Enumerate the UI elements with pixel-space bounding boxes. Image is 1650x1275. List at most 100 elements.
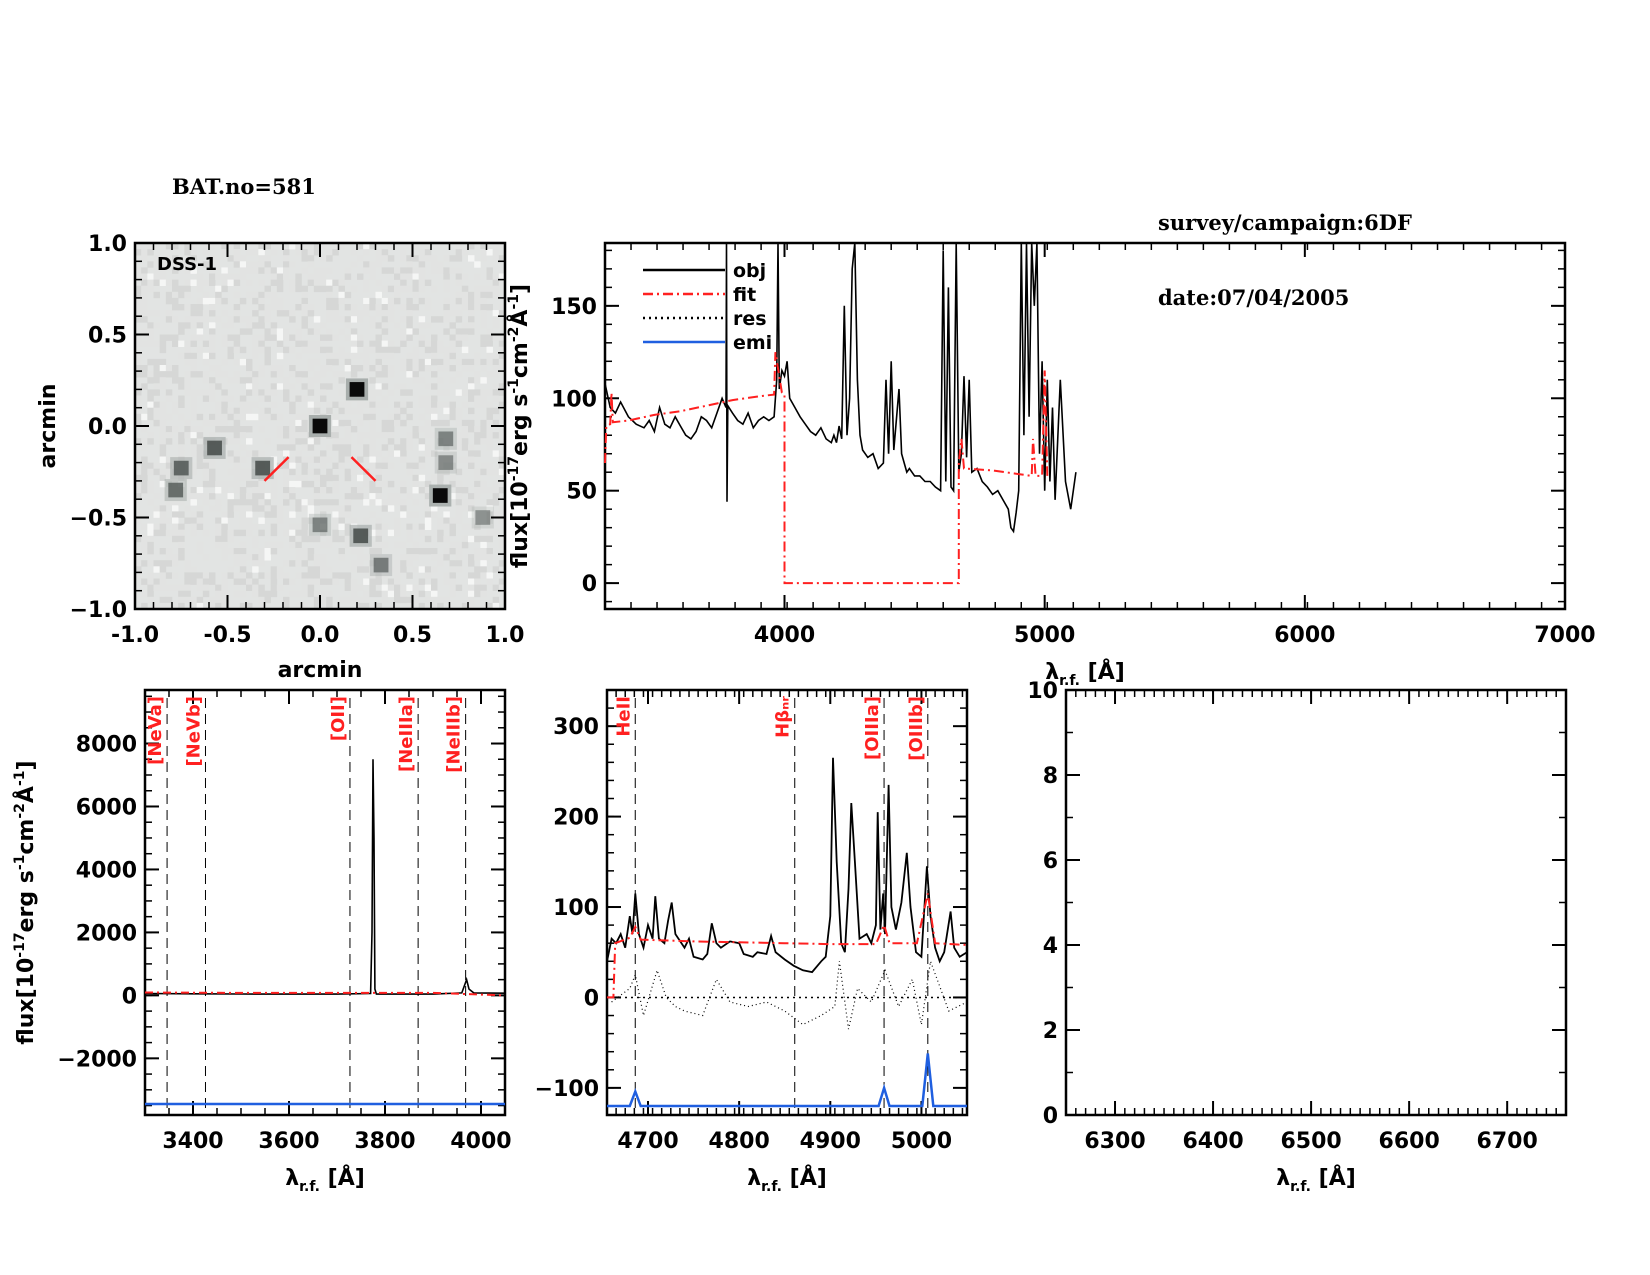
image-pixel: [492, 352, 500, 360]
image-pixel: [270, 590, 278, 598]
image-pixel: [147, 572, 154, 579]
image-pixel: [221, 285, 228, 293]
image-pixel: [486, 444, 493, 451]
image-pixel: [283, 249, 290, 256]
image-pixel: [326, 456, 333, 463]
image-pixel: [418, 456, 426, 463]
observation-info: survey/campaign:6DF date:07/04/2005: [1158, 160, 1412, 335]
image-pixel: [344, 426, 352, 433]
image-pixel: [289, 480, 296, 488]
image-pixel: [172, 401, 179, 408]
image-pixel: [357, 340, 364, 347]
image-pixel: [233, 578, 241, 585]
image-pixel: [480, 487, 487, 494]
image-pixel: [449, 493, 456, 500]
image-pixel: [190, 523, 197, 530]
image-pixel: [431, 316, 438, 323]
image-pixel: [369, 413, 376, 421]
image-pixel: [449, 450, 456, 457]
image-pixel: [283, 395, 290, 402]
image-pixel: [147, 487, 154, 494]
image-pixel: [424, 572, 432, 579]
y-tick-label: 4000: [76, 858, 137, 883]
image-pixel: [418, 267, 426, 274]
image-pixel: [394, 566, 401, 573]
image-pixel: [369, 426, 376, 433]
image-pixel: [264, 511, 271, 518]
image-pixel: [196, 279, 204, 286]
image-pixel: [332, 505, 339, 512]
image-pixel: [443, 535, 450, 543]
image-pixel: [474, 395, 481, 402]
image-pixel: [344, 541, 352, 549]
image-pixel: [338, 554, 345, 561]
image-pixel: [283, 432, 290, 439]
legend-label-emi: emi: [733, 332, 772, 354]
image-pixel: [474, 487, 481, 494]
image-pixel: [424, 365, 432, 372]
image-pixel: [437, 316, 444, 323]
image-pixel: [264, 328, 271, 335]
image-pixel: [338, 523, 345, 530]
image-pixel: [209, 572, 216, 579]
image-pixel: [480, 566, 487, 573]
image-pixel: [215, 517, 222, 524]
image-pixel: [172, 371, 179, 378]
image-pixel: [437, 535, 444, 543]
image-pixel: [295, 554, 302, 561]
image-pixel: [289, 529, 296, 537]
image-pixel: [461, 401, 469, 408]
image-pixel: [431, 450, 438, 457]
image-pixel: [449, 352, 456, 360]
image-pixel: [320, 322, 327, 329]
image-pixel: [344, 584, 352, 591]
image-pixel: [332, 438, 339, 445]
image-pixel: [474, 352, 481, 360]
image-pixel: [202, 456, 210, 463]
image-pixel: [431, 602, 438, 610]
image-pixel: [283, 572, 290, 579]
image-pixel: [338, 297, 345, 305]
image-pixel: [406, 334, 413, 341]
image-pixel: [215, 407, 222, 415]
image-pixel: [400, 279, 407, 286]
image-pixel: [159, 419, 167, 427]
image-pixel: [233, 249, 241, 256]
image-pixel: [190, 310, 197, 317]
image-pixel: [424, 419, 432, 427]
image-pixel: [295, 480, 302, 488]
image-pixel: [332, 487, 339, 494]
image-pixel: [375, 548, 382, 555]
image-pixel: [363, 304, 370, 311]
image-pixel: [209, 413, 216, 421]
image-pixel: [147, 468, 154, 476]
image-pixel: [387, 493, 395, 500]
plot-frame: [143, 688, 507, 1117]
image-pixel: [289, 383, 296, 390]
image-pixel: [264, 407, 271, 415]
source-core: [373, 557, 389, 573]
image-pixel: [375, 572, 382, 579]
image-pixel: [369, 584, 376, 591]
image-pixel: [412, 511, 419, 518]
image-pixel: [209, 243, 216, 250]
image-pixel: [412, 371, 419, 378]
image-pixel: [357, 419, 364, 427]
image-pixel: [215, 584, 222, 591]
image-pixel: [313, 487, 321, 494]
image-pixel: [289, 426, 296, 433]
image-pixel: [246, 413, 253, 421]
image-pixel: [246, 529, 253, 537]
x-tick-label: 7000: [1534, 623, 1595, 648]
image-pixel: [227, 511, 234, 518]
image-pixel: [307, 328, 315, 335]
image-pixel: [202, 395, 210, 402]
image-pixel: [375, 334, 382, 341]
image-pixel: [165, 548, 173, 555]
image-pixel: [190, 468, 197, 476]
image-pixel: [202, 499, 210, 506]
image-pixel: [344, 493, 352, 500]
image-pixel: [486, 529, 493, 537]
image-pixel: [184, 590, 191, 598]
image-pixel: [406, 371, 413, 378]
